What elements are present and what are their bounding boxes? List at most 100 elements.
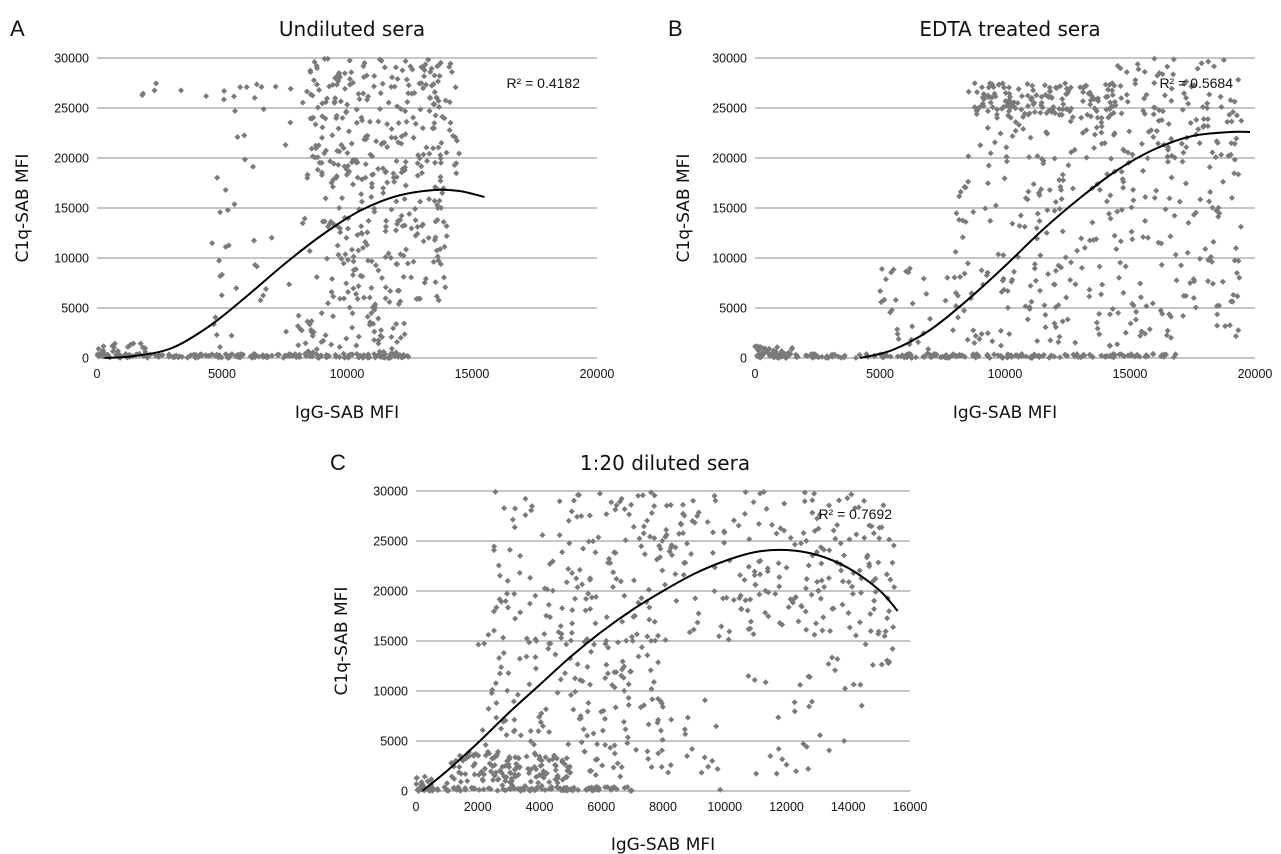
data-point (1164, 153, 1171, 160)
data-point (580, 545, 587, 552)
data-point (376, 56, 383, 63)
data-point (394, 103, 401, 110)
data-point (1204, 123, 1211, 130)
data-point (587, 576, 594, 583)
data-point (1025, 111, 1032, 118)
data-point (516, 655, 523, 662)
data-point (415, 787, 422, 794)
data-point (322, 195, 329, 202)
data-point (655, 750, 662, 757)
data-point (651, 618, 658, 625)
data-point (1130, 197, 1137, 204)
data-point (388, 126, 395, 133)
data-point (335, 161, 342, 168)
data-point (494, 776, 501, 783)
data-point (986, 80, 993, 87)
data-point (679, 501, 686, 508)
data-point (892, 297, 899, 304)
data-point (803, 537, 810, 544)
y-tick-label: 20000 (54, 152, 89, 166)
data-point (875, 559, 882, 566)
data-point (1107, 104, 1114, 111)
data-point (871, 605, 878, 612)
data-point (625, 694, 632, 701)
data-point (1036, 354, 1043, 361)
data-point (1164, 158, 1171, 165)
data-point (529, 503, 536, 510)
data-point (526, 639, 533, 646)
data-point (406, 211, 413, 218)
data-point (881, 633, 888, 640)
data-point (711, 588, 718, 595)
data-point (541, 630, 548, 637)
data-point (325, 300, 332, 307)
data-point (393, 198, 400, 205)
data-point (680, 530, 687, 537)
data-point (568, 692, 575, 699)
data-point (342, 251, 349, 258)
data-point (298, 327, 305, 334)
data-point (330, 176, 337, 183)
data-point (426, 196, 433, 203)
data-point (625, 681, 632, 688)
data-point (954, 314, 961, 321)
data-point (435, 257, 442, 264)
data-point (442, 284, 449, 291)
data-point (1168, 174, 1175, 181)
data-point (1092, 106, 1099, 113)
data-point (850, 681, 857, 688)
data-point (709, 757, 716, 764)
data-point (991, 90, 998, 97)
data-point (243, 84, 250, 91)
data-point (1102, 81, 1109, 88)
x-tick-label: 10000 (707, 800, 742, 814)
data-point (1170, 71, 1177, 78)
data-point (1025, 188, 1032, 195)
data-point (434, 253, 441, 260)
data-point (872, 588, 879, 595)
data-point (343, 335, 350, 342)
data-point (783, 564, 790, 571)
data-point (528, 507, 535, 514)
data-point (296, 354, 303, 361)
data-point (1220, 178, 1227, 185)
data-point (565, 565, 572, 572)
data-point (750, 631, 757, 638)
data-point (978, 267, 985, 274)
data-point (1192, 304, 1199, 311)
data-point (924, 350, 931, 357)
data-point (506, 546, 513, 553)
data-point (366, 294, 373, 301)
data-point (475, 771, 482, 778)
data-point (912, 354, 919, 361)
data-point (310, 349, 317, 356)
data-point (556, 498, 563, 505)
chart-title: EDTA treated sera (919, 17, 1100, 41)
data-point (1083, 154, 1090, 161)
data-point (744, 607, 751, 614)
data-point (1193, 116, 1200, 123)
data-point (805, 765, 812, 772)
data-point (346, 57, 353, 64)
data-point (814, 578, 821, 585)
data-point (578, 513, 585, 520)
data-point (672, 571, 679, 578)
data-point (403, 246, 410, 253)
data-point (539, 723, 546, 730)
data-point (329, 132, 336, 139)
data-point (1127, 320, 1134, 327)
data-point (1205, 278, 1212, 285)
data-point (811, 490, 818, 497)
data-point (1220, 57, 1227, 64)
data-point (1204, 100, 1211, 107)
data-point (1041, 302, 1048, 309)
data-point (852, 632, 859, 639)
data-point (1181, 80, 1188, 87)
data-point (1037, 287, 1044, 294)
data-point (1130, 302, 1137, 309)
data-point (1180, 149, 1187, 156)
data-point (1225, 152, 1232, 159)
data-point (1106, 353, 1113, 360)
data-point (1204, 116, 1211, 123)
data-point (787, 534, 794, 541)
